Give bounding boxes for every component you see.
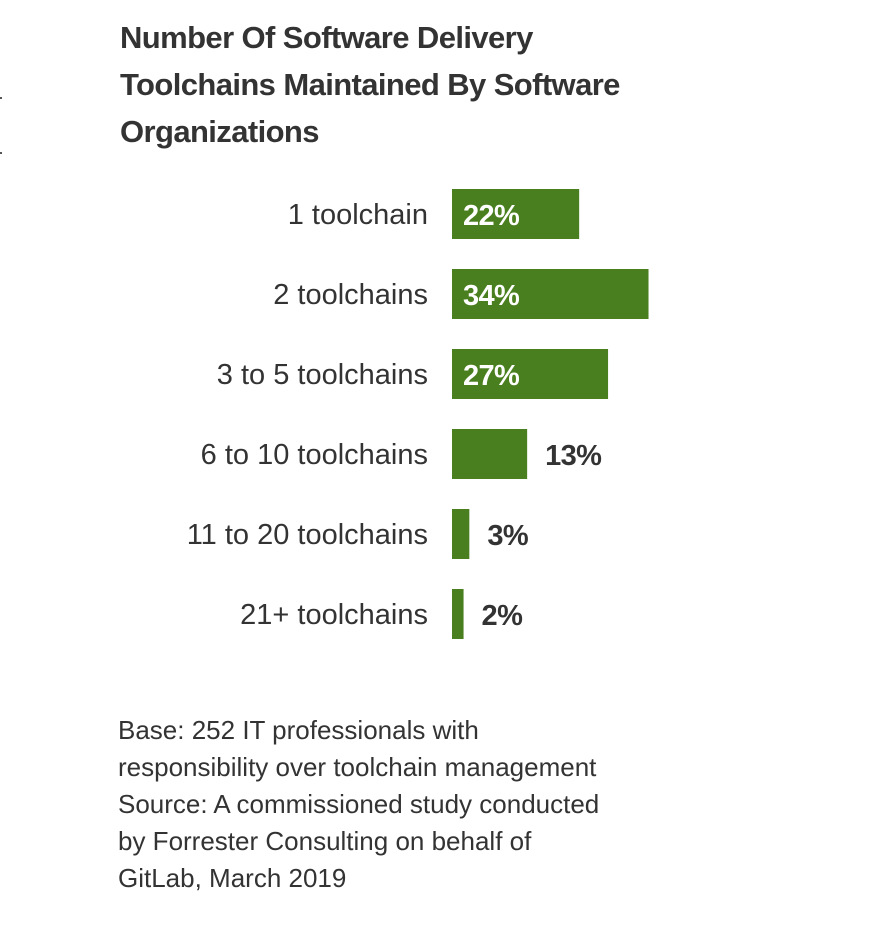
source-note: GitLab, March 2019: [118, 863, 347, 893]
bar-chart: 1 toolchain 22% 2 toolchains 34% 3 to 5 tool…: [187, 189, 649, 639]
category-label: 21+ toolchains: [240, 599, 428, 631]
value-label: 34%: [463, 280, 520, 312]
chart-title: Number Of Software Delivery Toolchains M…: [120, 14, 760, 155]
value-label: 27%: [463, 360, 520, 392]
value-label: 3%: [487, 520, 529, 552]
bar: [452, 509, 470, 559]
bar: [452, 349, 609, 399]
value-label: 13%: [545, 440, 602, 472]
bar: [452, 429, 528, 479]
bar: [452, 189, 580, 239]
edge-tick-mark: [0, 97, 2, 99]
bar: [452, 269, 649, 319]
value-label: 2%: [482, 600, 524, 632]
value-label: 22%: [463, 200, 520, 232]
bar: [452, 589, 464, 639]
chart-title-line: Toolchains Maintained By Software: [120, 67, 620, 102]
chart-title-line: Number Of Software Delivery: [120, 20, 533, 55]
category-label: 2 toolchains: [273, 279, 428, 311]
base-note: responsibility over toolchain management: [118, 752, 597, 782]
source-note: Source: A commissioned study conducted: [118, 789, 600, 819]
category-label: 11 to 20 toolchains: [187, 519, 428, 551]
edge-tick-mark: [0, 152, 2, 154]
source-note: by Forrester Consulting on behalf of: [118, 826, 532, 856]
chart-title-line: Organizations: [120, 114, 320, 149]
chart-notes: Base: 252 IT professionals with responsi…: [118, 712, 818, 897]
category-label: 3 to 5 toolchains: [217, 359, 428, 391]
category-label: 1 toolchain: [288, 199, 428, 231]
base-note: Base: 252 IT professionals with: [118, 715, 479, 745]
category-label: 6 to 10 toolchains: [201, 439, 428, 471]
